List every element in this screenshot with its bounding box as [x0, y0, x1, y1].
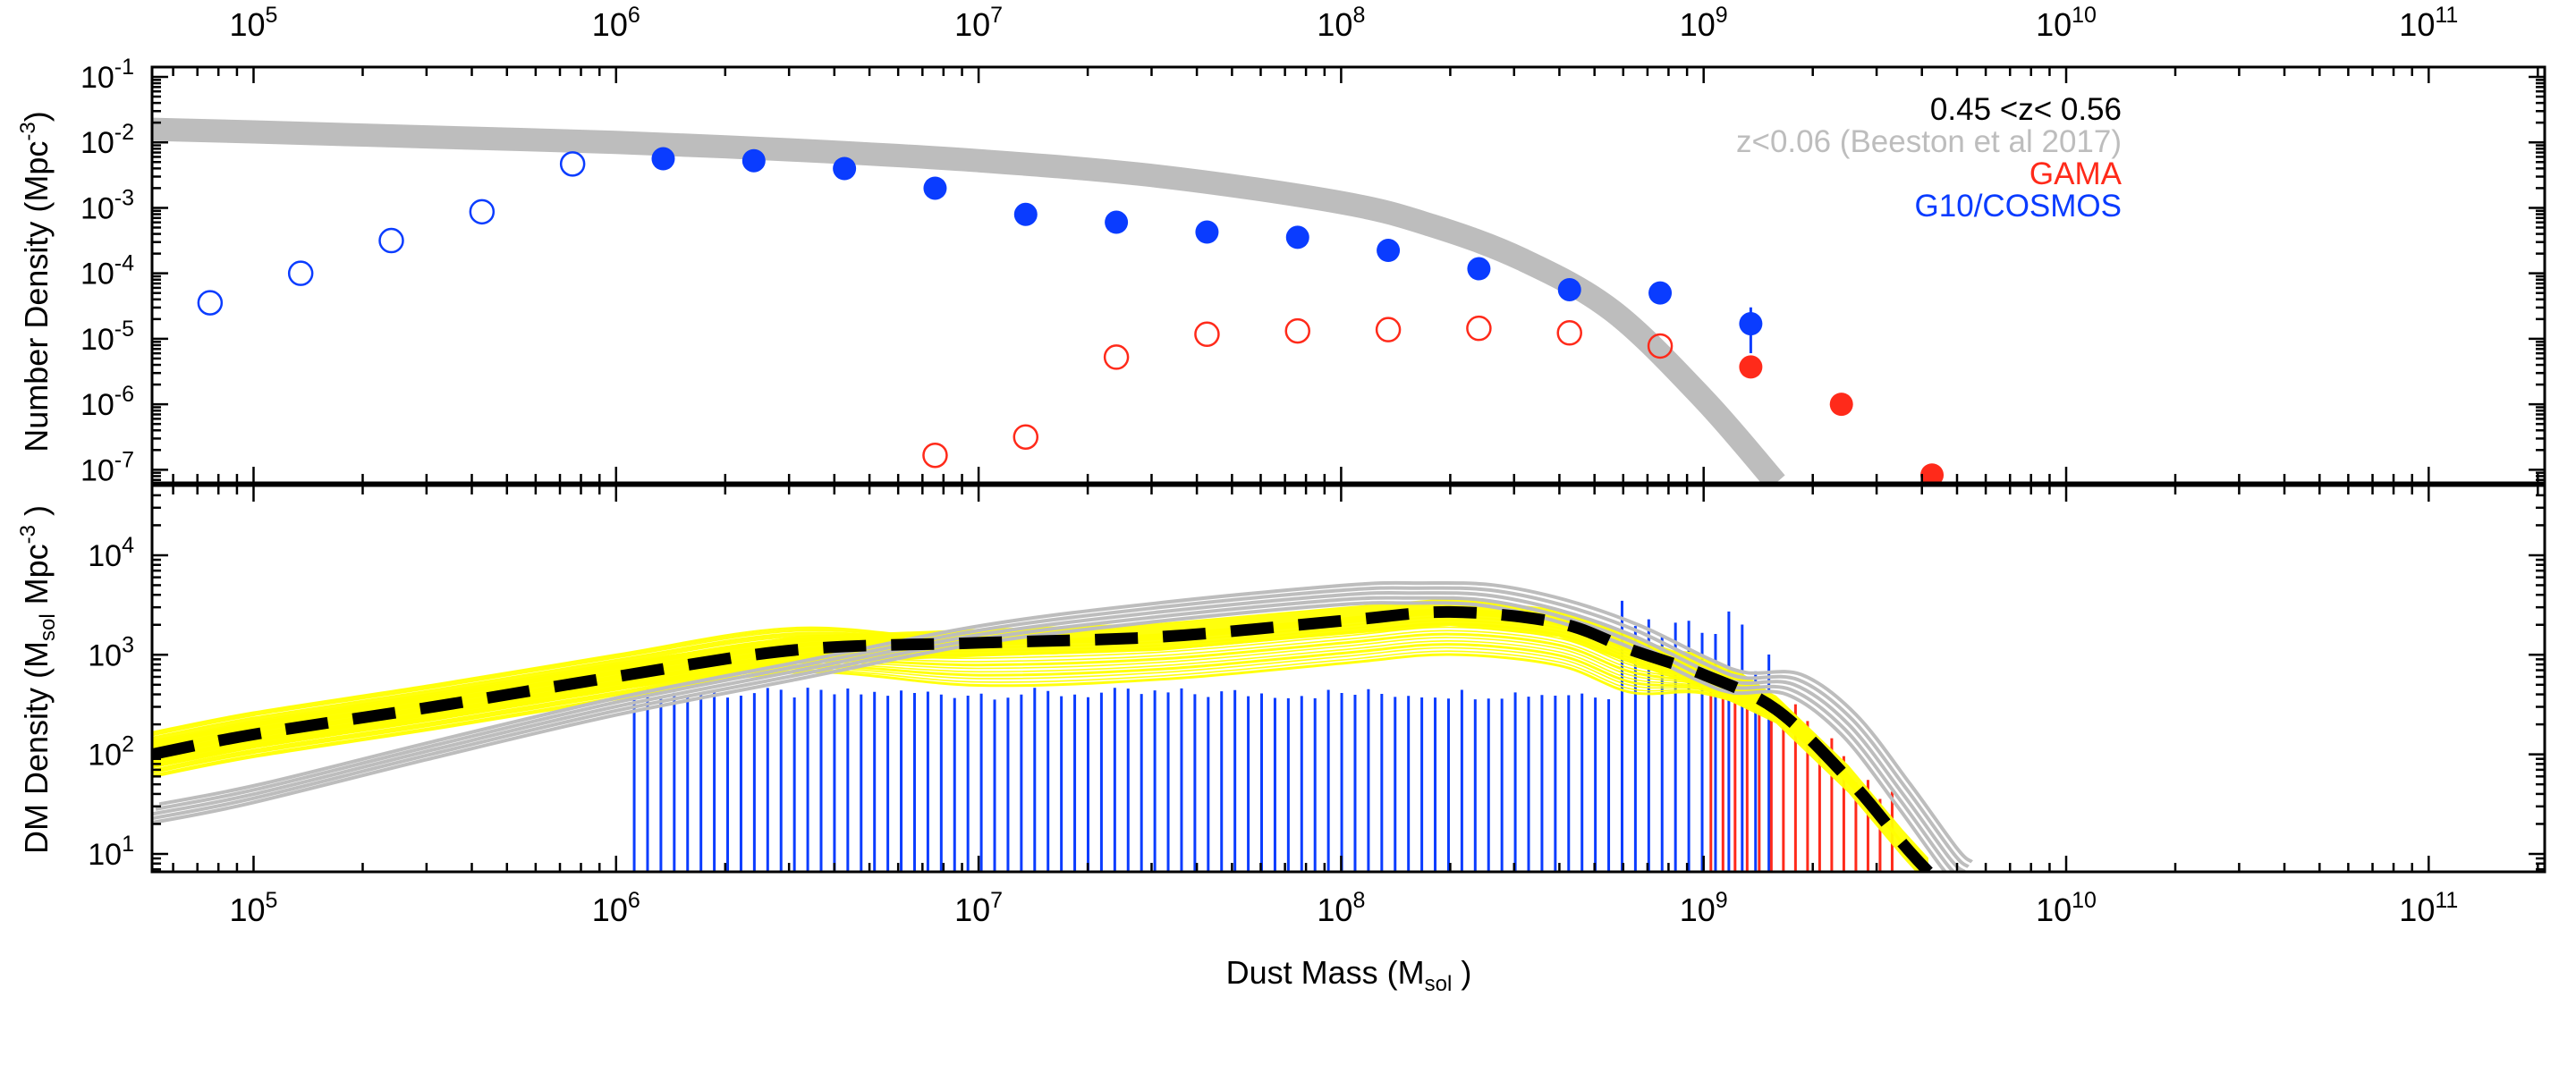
best-fit-dashed-curve	[152, 605, 1933, 872]
top-x-tick-label: 105	[230, 3, 278, 43]
data-point	[1103, 344, 1130, 370]
data-point	[1556, 320, 1582, 346]
data-point	[651, 147, 675, 171]
top-y-tick-label: 10-4	[80, 251, 134, 291]
data-point	[1105, 210, 1129, 234]
data-point	[922, 442, 948, 469]
data-point	[1013, 424, 1039, 450]
top-x-tick-label: 1011	[2399, 3, 2458, 43]
top-x-tick-label: 106	[592, 3, 640, 43]
top-x-tick-label: 107	[954, 3, 1003, 43]
data-point	[287, 260, 314, 286]
reference-curve	[152, 596, 1957, 872]
bottom-y-axis-title: DM Density (Msol Mpc-3 )	[16, 505, 60, 854]
data-point	[1829, 393, 1853, 417]
data-point	[1375, 317, 1402, 342]
top-y-tick-label: 10-3	[80, 185, 134, 225]
data-point	[741, 148, 766, 173]
data-point	[1013, 202, 1038, 226]
data-point	[1194, 321, 1220, 348]
legend-gama: GAMA	[2029, 156, 2123, 191]
beeston-curve	[152, 117, 1785, 483]
data-point	[1285, 225, 1309, 249]
bootstrap-band-core	[152, 597, 1928, 872]
reference-curve	[152, 601, 1948, 872]
top-x-tick-label: 1010	[2036, 3, 2097, 43]
legend-redshift-range: 0.45 <z< 0.56	[1930, 92, 2122, 127]
data-point	[1195, 220, 1219, 244]
bottom-y-tick-label: 104	[88, 533, 134, 573]
dust-mass-density-panel: 105 106 107 108 109 1010 1011 101 102 103 104 DM …	[16, 484, 2546, 996]
legend-beeston: z<0.06 (Beeston et al 2017)	[1736, 124, 2122, 159]
reference-curve	[158, 580, 1973, 864]
number-density-panel: 105 106 107 108 109 1010 1011 10-7 10-6 10-5 10-4…	[16, 3, 2546, 487]
data-point	[197, 290, 224, 316]
data-point	[1647, 333, 1674, 359]
bottom-x-tick-label: 1011	[2399, 888, 2458, 928]
data-point	[1467, 257, 1491, 281]
bottom-x-tick-label: 1010	[2036, 888, 2097, 928]
top-x-tick-label: 109	[1680, 3, 1728, 43]
bottom-y-tick-label: 102	[88, 732, 134, 773]
bottom-y-tick-label: 103	[88, 632, 134, 672]
bottom-plot-frame	[150, 484, 2546, 874]
bottom-x-tick-label: 109	[1680, 888, 1728, 928]
bottom-x-tick-label: 106	[592, 888, 640, 928]
data-point	[1557, 277, 1581, 301]
top-y-tick-label: 10-6	[80, 382, 134, 422]
legend-g10-cosmos: G10/COSMOS	[1915, 189, 2122, 224]
data-point	[469, 199, 496, 225]
bottom-x-tick-label: 107	[954, 888, 1003, 928]
data-point	[1284, 317, 1311, 344]
reference-curve	[152, 590, 1966, 872]
data-point	[1648, 281, 1673, 305]
top-y-tick-label: 10-5	[80, 317, 134, 357]
top-y-axis-title: Number Density (Mpc-3)	[16, 111, 55, 452]
legend: 0.45 <z< 0.56 z<0.06 (Beeston et al 2017…	[1736, 92, 2123, 224]
top-y-tick-label: 10-2	[80, 120, 134, 160]
bottom-x-tick-label: 105	[230, 888, 278, 928]
x-axis-title: Dust Mass (Msol )	[1226, 954, 1472, 996]
top-y-tick-label: 10-1	[80, 55, 134, 95]
data-point	[559, 151, 586, 177]
data-point	[1739, 312, 1763, 336]
bottom-y-tick-label: 101	[88, 832, 134, 872]
data-point	[378, 227, 404, 254]
data-point	[833, 156, 857, 181]
top-x-tick-label: 108	[1317, 3, 1365, 43]
data-point	[1920, 463, 1945, 483]
data-point	[923, 176, 947, 200]
reference-curve	[155, 586, 1970, 869]
top-y-tick-label: 10-7	[80, 447, 134, 487]
data-point	[1739, 355, 1763, 379]
bottom-x-tick-label: 108	[1317, 888, 1365, 928]
top-plot-frame	[150, 65, 2546, 485]
data-point	[1466, 315, 1492, 342]
data-point	[1377, 239, 1401, 263]
